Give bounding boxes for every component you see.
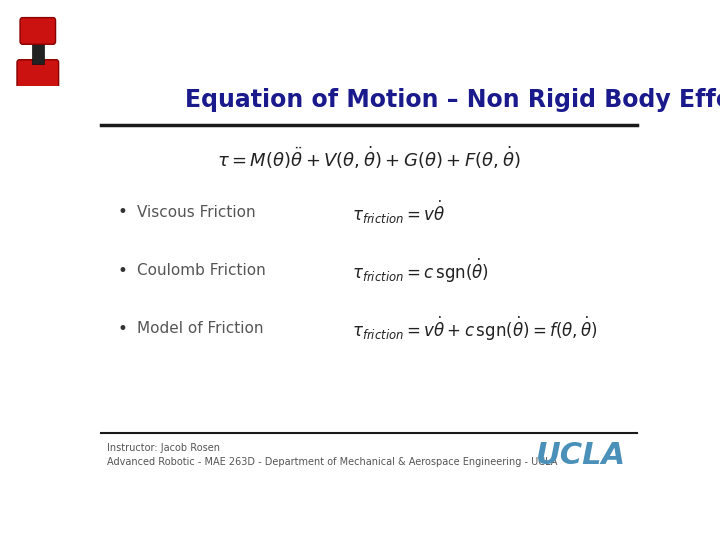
Text: Viscous Friction: Viscous Friction <box>138 205 256 220</box>
Text: $\tau_{friction} = v\dot{\theta}$: $\tau_{friction} = v\dot{\theta}$ <box>352 199 446 226</box>
Text: •: • <box>118 320 127 338</box>
Text: $\tau_{friction} = v\dot{\theta}+c\,\mathrm{sgn}(\dot{\theta}) = f(\theta,\dot{\: $\tau_{friction} = v\dot{\theta}+c\,\mat… <box>352 315 598 343</box>
Text: •: • <box>118 261 127 280</box>
Text: Advanced Robotic - MAE 263D - Department of Mechanical & Aerospace Engineering -: Advanced Robotic - MAE 263D - Department… <box>107 457 557 467</box>
Text: UCLA: UCLA <box>536 441 626 470</box>
Text: Coulomb Friction: Coulomb Friction <box>138 263 266 278</box>
Bar <box>32 40 44 64</box>
Text: $\tau = M(\theta)\ddot{\theta}+V(\theta,\dot{\theta})+G(\theta)+F(\theta,\dot{\t: $\tau = M(\theta)\ddot{\theta}+V(\theta,… <box>217 145 521 172</box>
Text: •: • <box>118 204 127 221</box>
Text: $\tau_{friction} = c\,\mathrm{sgn}(\dot{\theta})$: $\tau_{friction} = c\,\mathrm{sgn}(\dot{… <box>352 256 490 285</box>
FancyBboxPatch shape <box>20 18 55 44</box>
Text: Instructor: Jacob Rosen: Instructor: Jacob Rosen <box>107 443 220 453</box>
Text: Model of Friction: Model of Friction <box>138 321 264 336</box>
Text: Equation of Motion – Non Rigid Body Effects: Equation of Motion – Non Rigid Body Effe… <box>185 88 720 112</box>
FancyBboxPatch shape <box>17 60 58 88</box>
